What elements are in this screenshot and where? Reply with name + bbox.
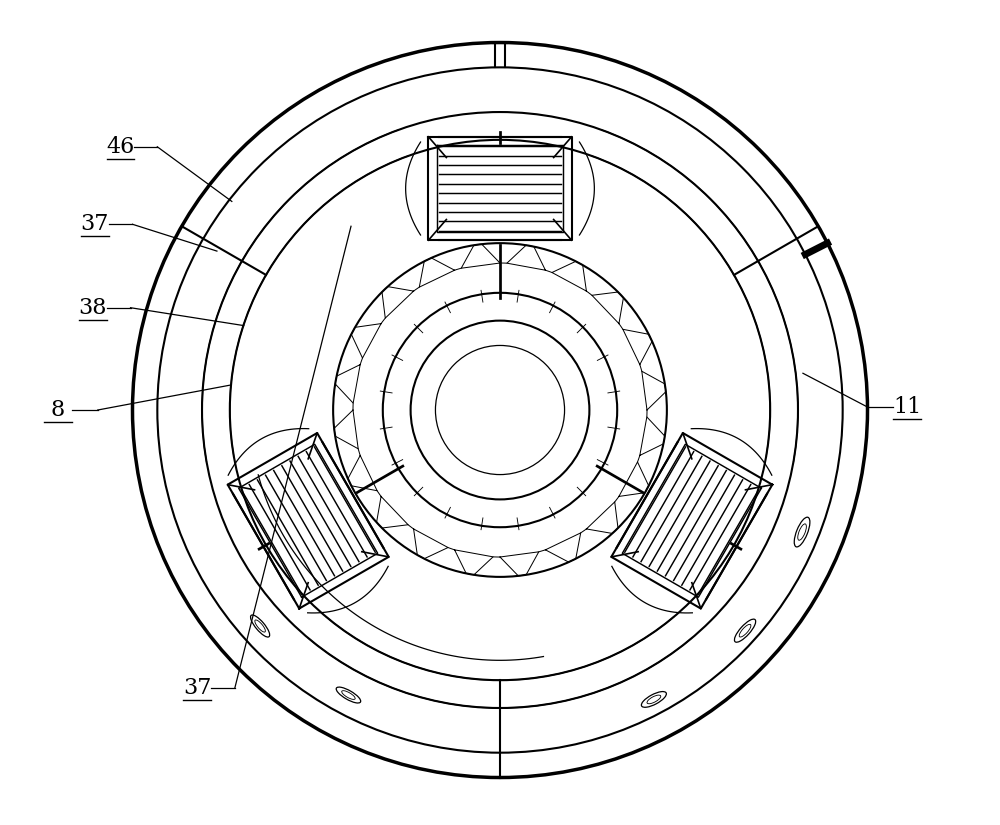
Text: 37: 37 bbox=[183, 677, 211, 699]
Text: 46: 46 bbox=[106, 136, 135, 158]
Text: 38: 38 bbox=[79, 297, 107, 318]
Text: 37: 37 bbox=[81, 214, 109, 235]
Text: 11: 11 bbox=[893, 396, 921, 418]
Text: 8: 8 bbox=[51, 399, 65, 421]
